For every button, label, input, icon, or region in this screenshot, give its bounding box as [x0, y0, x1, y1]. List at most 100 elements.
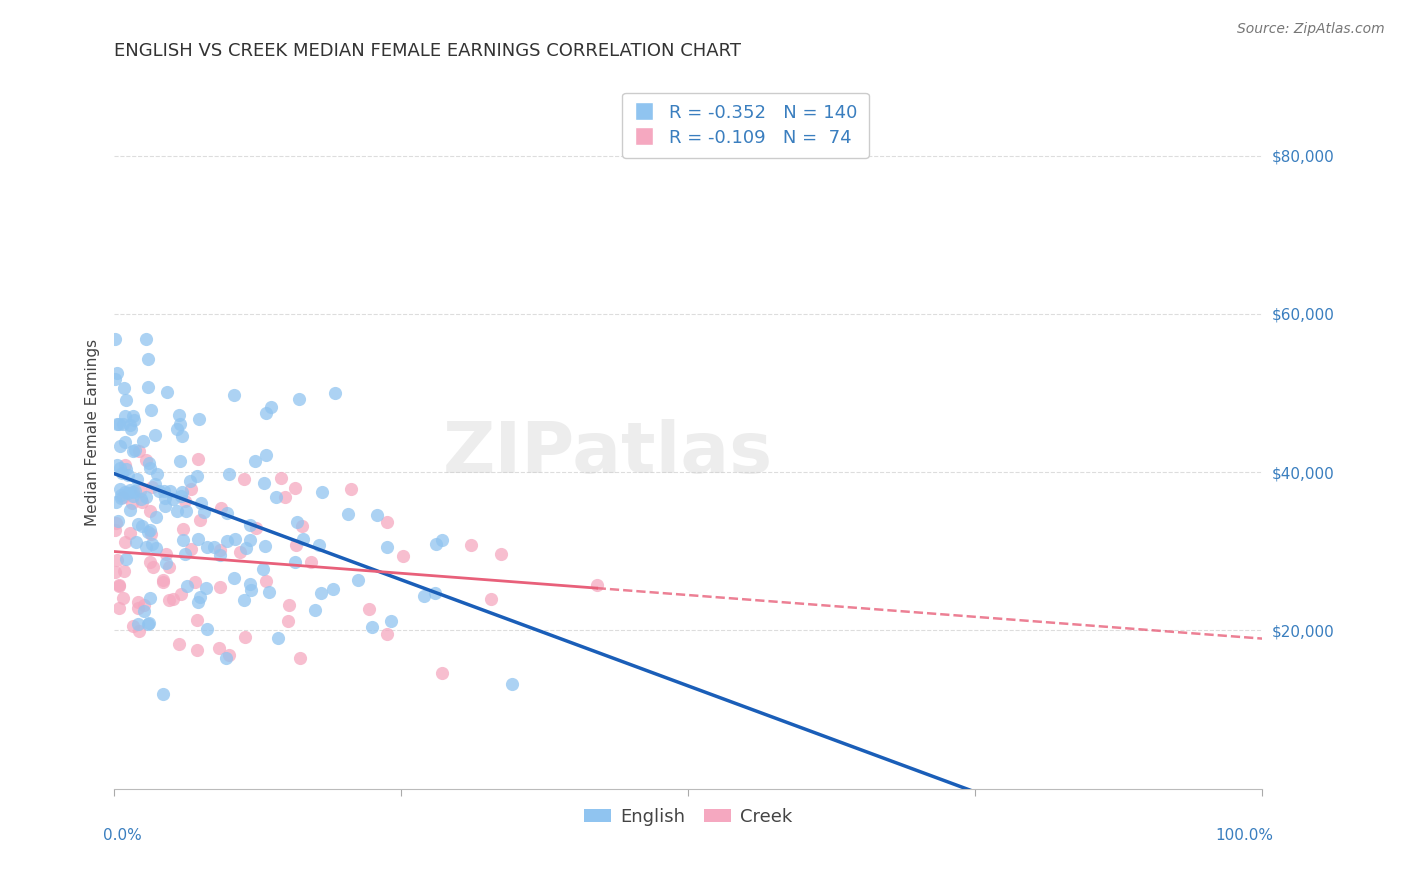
- English: [254, 406, 277, 420]
- English: [139, 591, 162, 605]
- English: [114, 409, 136, 424]
- Creek: [479, 592, 502, 607]
- Creek: [278, 598, 301, 612]
- Creek: [284, 481, 307, 495]
- English: [155, 491, 177, 505]
- English: [110, 491, 132, 505]
- Creek: [162, 592, 184, 607]
- English: [291, 533, 314, 547]
- Creek: [170, 586, 193, 600]
- English: [114, 484, 136, 499]
- English: [430, 533, 453, 548]
- Creek: [112, 564, 135, 578]
- English: [139, 461, 162, 475]
- English: [141, 537, 163, 551]
- English: [174, 547, 197, 561]
- English: [131, 519, 153, 533]
- Creek: [233, 472, 256, 486]
- English: [190, 496, 212, 510]
- English: [122, 489, 145, 503]
- English: [308, 538, 330, 552]
- Creek: [172, 522, 194, 536]
- English: [118, 503, 141, 517]
- Creek: [141, 479, 163, 493]
- Creek: [131, 495, 153, 509]
- English: [127, 472, 149, 486]
- Creek: [120, 525, 142, 540]
- English: [122, 409, 145, 424]
- English: [127, 516, 149, 531]
- English: [145, 541, 167, 555]
- English: [111, 417, 134, 431]
- Creek: [121, 495, 143, 509]
- Creek: [104, 523, 127, 537]
- Text: 100.0%: 100.0%: [1216, 828, 1274, 843]
- English: [169, 454, 191, 468]
- English: [120, 483, 142, 497]
- Creek: [209, 543, 232, 558]
- Creek: [134, 598, 156, 612]
- English: [380, 614, 402, 628]
- Creek: [229, 545, 252, 559]
- English: [146, 467, 169, 481]
- English: [166, 422, 188, 436]
- English: [304, 603, 326, 617]
- Creek: [375, 627, 398, 641]
- English: [195, 581, 218, 595]
- English: [107, 417, 129, 431]
- Creek: [285, 538, 308, 552]
- English: [170, 489, 193, 503]
- Legend: English, Creek: English, Creek: [578, 800, 799, 833]
- Creek: [155, 547, 177, 561]
- English: [232, 592, 254, 607]
- English: [159, 484, 181, 499]
- English: [156, 384, 179, 399]
- English: [169, 408, 191, 422]
- English: [217, 534, 239, 549]
- English: [186, 469, 208, 483]
- English: [284, 555, 307, 569]
- English: [193, 505, 215, 519]
- Creek: [291, 519, 314, 533]
- Creek: [128, 443, 150, 458]
- English: [143, 427, 166, 442]
- Creek: [111, 490, 134, 504]
- Creek: [180, 542, 202, 557]
- Creek: [430, 666, 453, 681]
- English: [124, 484, 146, 499]
- English: [143, 477, 166, 491]
- Creek: [339, 482, 361, 496]
- English: [115, 552, 138, 566]
- English: [135, 491, 157, 505]
- English: [245, 454, 267, 468]
- English: [121, 484, 143, 499]
- English: [239, 517, 262, 532]
- Y-axis label: Median Female Earnings: Median Female Earnings: [86, 339, 100, 526]
- Creek: [377, 515, 399, 529]
- English: [124, 443, 146, 458]
- English: [120, 422, 142, 436]
- English: [138, 456, 160, 470]
- Creek: [184, 574, 207, 589]
- English: [322, 582, 344, 597]
- English: [162, 491, 184, 506]
- Creek: [270, 471, 292, 485]
- Creek: [122, 619, 145, 633]
- English: [138, 616, 160, 631]
- English: [187, 412, 209, 426]
- Creek: [180, 482, 202, 496]
- Creek: [460, 538, 482, 552]
- English: [114, 435, 136, 450]
- Creek: [187, 452, 209, 467]
- English: [288, 392, 311, 407]
- English: [134, 604, 156, 618]
- Creek: [128, 624, 150, 639]
- English: [238, 576, 260, 591]
- English: [122, 413, 145, 427]
- Creek: [107, 577, 129, 591]
- English: [360, 620, 382, 634]
- Creek: [157, 593, 180, 607]
- Creek: [111, 591, 134, 605]
- English: [110, 488, 132, 502]
- English: [139, 523, 162, 537]
